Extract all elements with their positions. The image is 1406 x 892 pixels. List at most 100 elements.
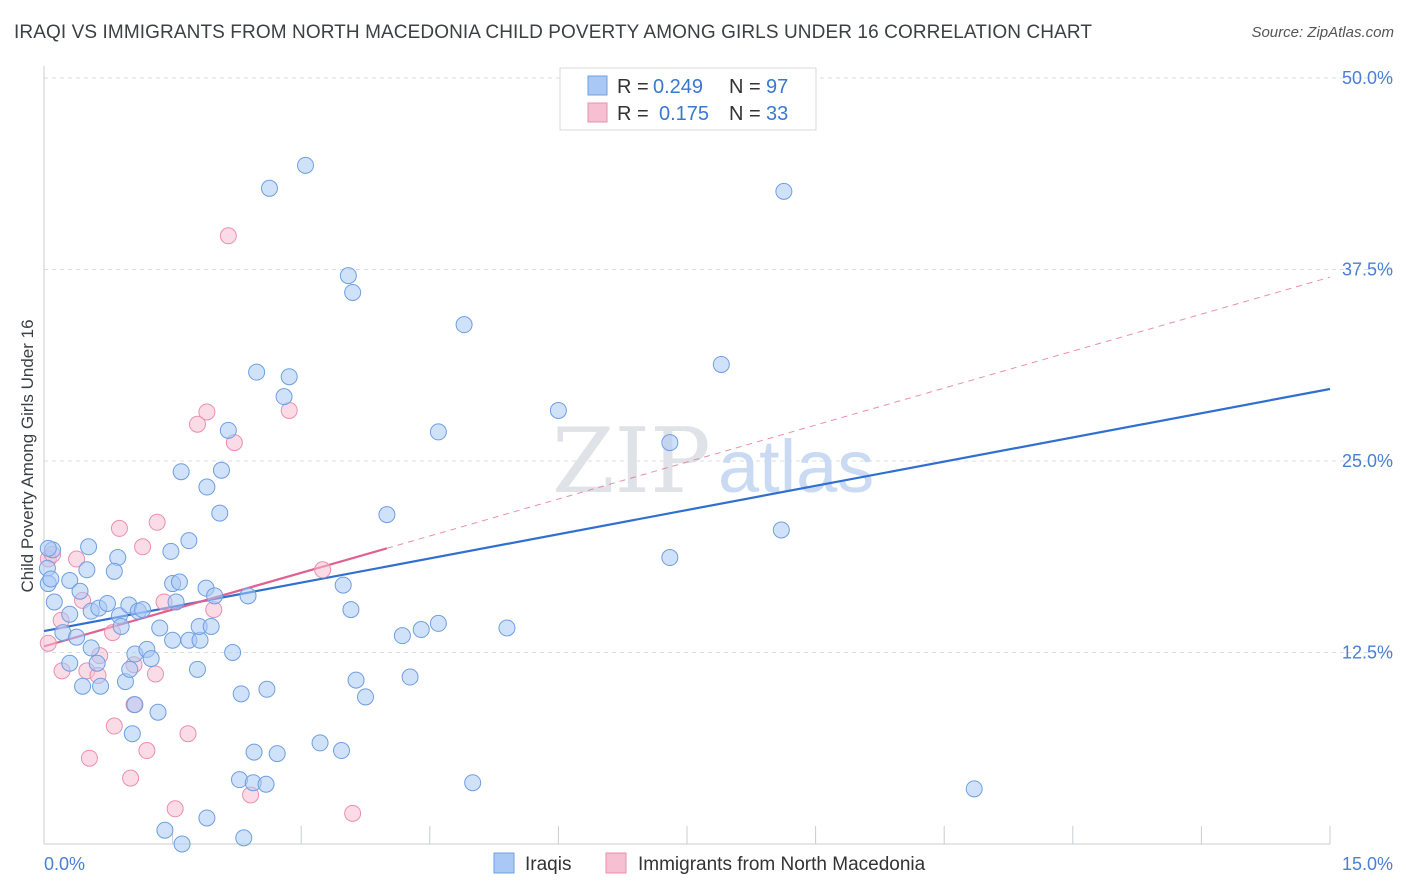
macedonia-point-22 <box>146 665 164 683</box>
iraqi-point-81 <box>123 725 141 743</box>
iraqi-point-88 <box>257 775 275 793</box>
macedonia-point-5 <box>148 513 166 531</box>
iraqi-point-80 <box>149 703 167 721</box>
macedonia-point-7 <box>134 538 152 556</box>
iraqi-point-95 <box>39 539 57 557</box>
iraqi-point-36 <box>61 605 79 623</box>
iraqi-point-56 <box>142 650 160 668</box>
iraqi-point-28 <box>61 571 79 589</box>
iraqi-point-94 <box>173 835 191 853</box>
y-tick-label-2: 37.5% <box>1342 260 1393 280</box>
iraqi-point-85 <box>268 745 286 763</box>
macedonia-point-1 <box>198 403 216 421</box>
iraqi-point-13 <box>661 434 679 452</box>
iraqi-point-45 <box>167 593 185 611</box>
iraqi-point-53 <box>112 617 130 635</box>
iraqi-point-86 <box>230 771 248 789</box>
iraqi-point-62 <box>202 617 220 635</box>
iraqi-point-32 <box>170 573 188 591</box>
iraqi-point-92 <box>198 809 216 827</box>
legend-macedonia-r-label: R = <box>617 103 649 125</box>
iraqi-point-58 <box>164 631 182 649</box>
iraqi-point-64 <box>393 627 411 645</box>
iraqi-point-63 <box>224 644 242 661</box>
iraqi-point-35 <box>45 593 63 611</box>
iraqi-point-46 <box>206 587 224 605</box>
iraqi-point-89 <box>464 774 482 792</box>
legend-macedonia-n-value: 33 <box>766 103 788 125</box>
legend-iraqi-swatch <box>587 75 608 96</box>
watermark-zip: ZIP <box>552 409 711 514</box>
y-tick-label-0: 12.5% <box>1342 643 1393 663</box>
iraqi-point-84 <box>245 743 263 761</box>
iraqi-point-14 <box>172 463 190 481</box>
iraqi-point-90 <box>965 780 983 798</box>
iraqi-point-2 <box>775 182 793 200</box>
legend-macedonia-r-value: 0.175 <box>659 103 709 125</box>
iraqi-point-10 <box>275 388 293 406</box>
iraqi-point-0 <box>296 156 314 174</box>
iraqi-point-40 <box>98 594 116 612</box>
macedonia-point-3 <box>188 415 206 433</box>
legend-box: R = 0.249 N = 97 R = 0.175 N = 33 <box>559 67 817 131</box>
iraqi-point-15 <box>212 461 230 479</box>
bottom-legend-iraqi-label: Iraqis <box>525 854 571 875</box>
y-tick-label-3: 50.0% <box>1342 68 1393 88</box>
iraqi-point-1 <box>260 179 278 197</box>
bottom-legend-macedonia-label: Immigrants from North Macedonia <box>638 854 926 875</box>
chart-title: IRAQI VS IMMIGRANTS FROM NORTH MACEDONIA… <box>14 22 1093 43</box>
iraqi-point-91 <box>156 821 174 839</box>
iraqi-point-6 <box>248 363 266 381</box>
iraqi-point-25 <box>661 549 679 567</box>
iraqi-point-51 <box>82 639 100 657</box>
iraqi-point-9 <box>549 401 567 419</box>
iraqi-point-68 <box>61 654 79 672</box>
iraqi-trend-line <box>43 387 1331 633</box>
iraqi-point-7 <box>280 368 298 386</box>
iraqi-point-78 <box>401 668 419 686</box>
y-tick-labels: 12.5% 25.0% 37.5% 50.0% <box>1342 68 1393 663</box>
macedonia-point-6 <box>110 519 128 537</box>
iraqi-point-17 <box>211 504 229 522</box>
macedonia-points <box>39 227 362 822</box>
iraqi-point-34 <box>334 576 352 594</box>
trend-lines <box>43 276 1331 648</box>
iraqi-point-65 <box>412 621 430 639</box>
iraqi-point-93 <box>235 829 253 847</box>
macedonia-point-30 <box>166 800 184 818</box>
axes <box>43 66 1331 845</box>
source-credit: Source: ZipAtlas.com <box>1251 24 1394 41</box>
iraqi-point-83 <box>332 742 350 760</box>
macedonia-point-16 <box>39 634 57 652</box>
iraqi-point-18 <box>378 506 396 524</box>
iraqi-point-67 <box>498 619 516 637</box>
iraqi-point-24 <box>180 532 198 550</box>
bottom-legend-iraqi-swatch <box>493 852 515 874</box>
bottom-legend: Iraqis Immigrants from North Macedonia <box>493 852 926 875</box>
macedonia-point-25 <box>179 725 197 743</box>
iraqi-point-8 <box>712 355 730 373</box>
iraqi-point-47 <box>239 587 257 605</box>
y-axis-label: Child Poverty Among Girls Under 16 <box>18 319 37 592</box>
iraqi-point-69 <box>74 677 92 695</box>
legend-macedonia-n-label: N = <box>729 103 761 125</box>
x-tick-label-max: 15.0% <box>1342 854 1393 874</box>
legend-iraqi-r-label: R = <box>617 76 649 98</box>
iraqi-point-74 <box>232 685 250 703</box>
iraqi-point-70 <box>92 677 110 695</box>
iraqi-point-52 <box>88 654 106 672</box>
iraqi-point-16 <box>198 478 216 496</box>
iraqi-point-57 <box>151 619 169 637</box>
iraqi-point-73 <box>188 660 206 678</box>
macedonia-point-28 <box>122 769 140 787</box>
iraqi-point-5 <box>455 316 473 334</box>
legend-macedonia-swatch <box>587 102 608 123</box>
macedonia-point-24 <box>105 717 123 735</box>
macedonia-point-9 <box>68 550 86 568</box>
macedonia-trend-extension <box>386 276 1331 549</box>
iraqi-point-30 <box>105 562 123 580</box>
legend-iraqi-r-value: 0.249 <box>653 76 703 98</box>
iraqi-point-23 <box>162 542 180 560</box>
iraqi-point-19 <box>772 521 790 539</box>
